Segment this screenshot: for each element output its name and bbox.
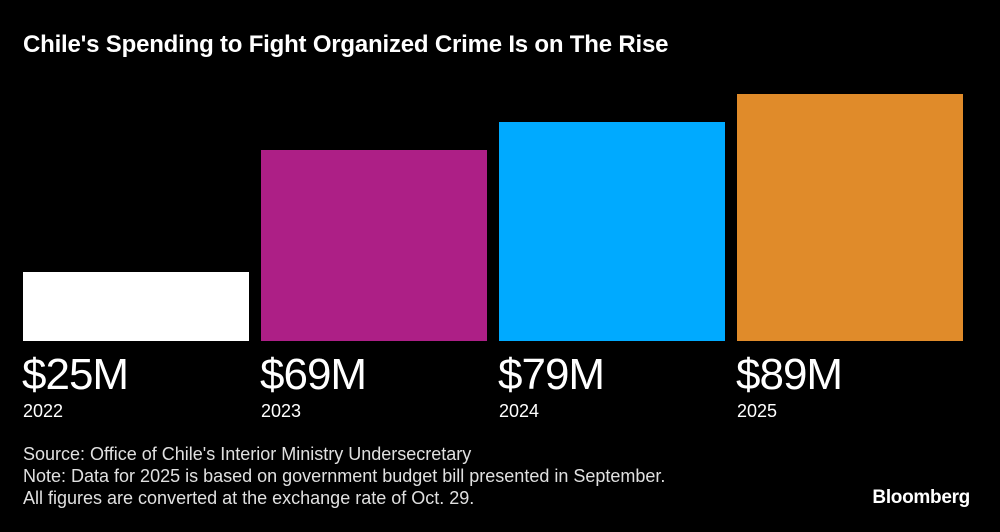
value-label-2024: $79M <box>498 350 605 399</box>
value-label-2025: $89M <box>736 350 843 399</box>
year-label-2022: 2022 <box>23 401 64 421</box>
exchange-rate-note: All figures are converted at the exchang… <box>23 488 475 508</box>
bar-2025 <box>737 94 963 341</box>
value-label-2023: $69M <box>260 350 367 399</box>
value-label-2022: $25M <box>22 350 129 399</box>
year-label-2024: 2024 <box>499 401 540 421</box>
bar-2023 <box>261 150 487 341</box>
chart-title: Chile's Spending to Fight Organized Crim… <box>23 31 669 58</box>
bar-chart: $25M 2022 $69M 2023 $79M 2024 $89M 2025 <box>22 94 963 421</box>
source-note: Source: Office of Chile's Interior Minis… <box>23 444 472 464</box>
chart-notes: Source: Office of Chile's Interior Minis… <box>23 443 665 509</box>
bar-2024 <box>499 122 725 341</box>
data-note: Note: Data for 2025 is based on governme… <box>23 466 666 486</box>
bar-2022 <box>23 272 249 341</box>
year-label-2025: 2025 <box>737 401 778 421</box>
year-label-2023: 2023 <box>261 401 302 421</box>
bloomberg-logo: Bloomberg <box>872 487 970 508</box>
